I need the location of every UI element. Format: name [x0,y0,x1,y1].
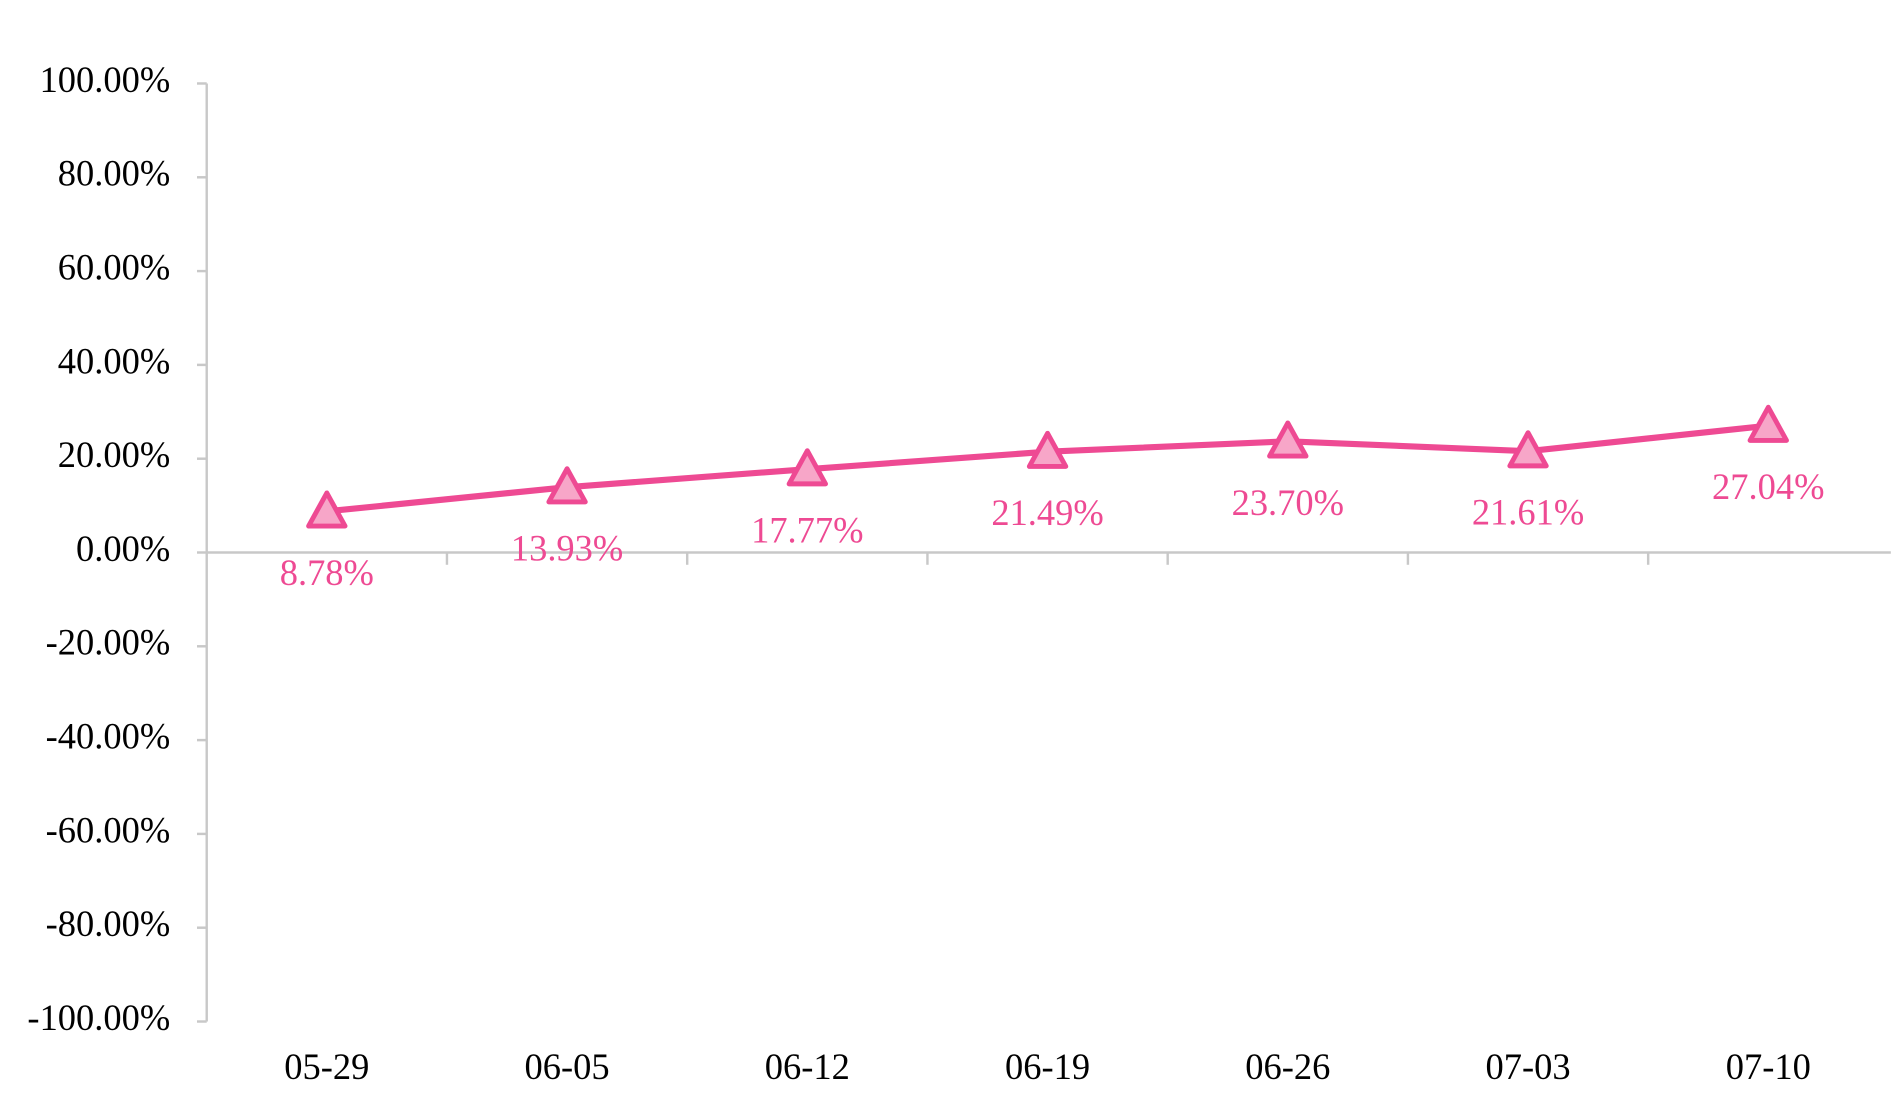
data-label: 13.93% [511,528,623,569]
y-tick-label: 0.00% [76,528,170,569]
x-tick-label: 05-29 [284,1046,369,1087]
y-tick-label: -20.00% [46,622,171,663]
x-tick-label: 07-10 [1726,1046,1811,1087]
x-tick-label: 06-26 [1245,1046,1330,1087]
y-tick-label: 60.00% [58,246,170,287]
data-label: 17.77% [751,510,863,551]
marker [546,466,588,505]
data-label: 23.70% [1232,482,1344,523]
marker [1507,430,1549,469]
marker [1267,420,1309,459]
x-tick-label: 07-03 [1486,1046,1571,1087]
y-tick-label: 80.00% [58,153,170,194]
data-label: 8.78% [280,552,374,593]
y-tick-label: -40.00% [46,715,171,756]
data-label: 27.04% [1712,466,1824,507]
y-tick-label: -80.00% [46,903,171,944]
y-tick-label: 20.00% [58,434,170,475]
marker [306,490,348,529]
y-tick-label: 40.00% [58,340,170,381]
y-tick-label: -100.00% [27,997,170,1038]
x-tick-label: 06-19 [1005,1046,1090,1087]
y-tick-label: 100.00% [40,59,171,100]
data-label: 21.49% [991,492,1103,533]
y-tick-label: -60.00% [46,809,171,850]
x-tick-label: 06-05 [525,1046,610,1087]
marker [1026,430,1069,469]
data-label: 21.61% [1472,492,1584,533]
marker [786,448,828,487]
marker [1747,404,1789,443]
x-tick-label: 06-12 [765,1046,850,1087]
